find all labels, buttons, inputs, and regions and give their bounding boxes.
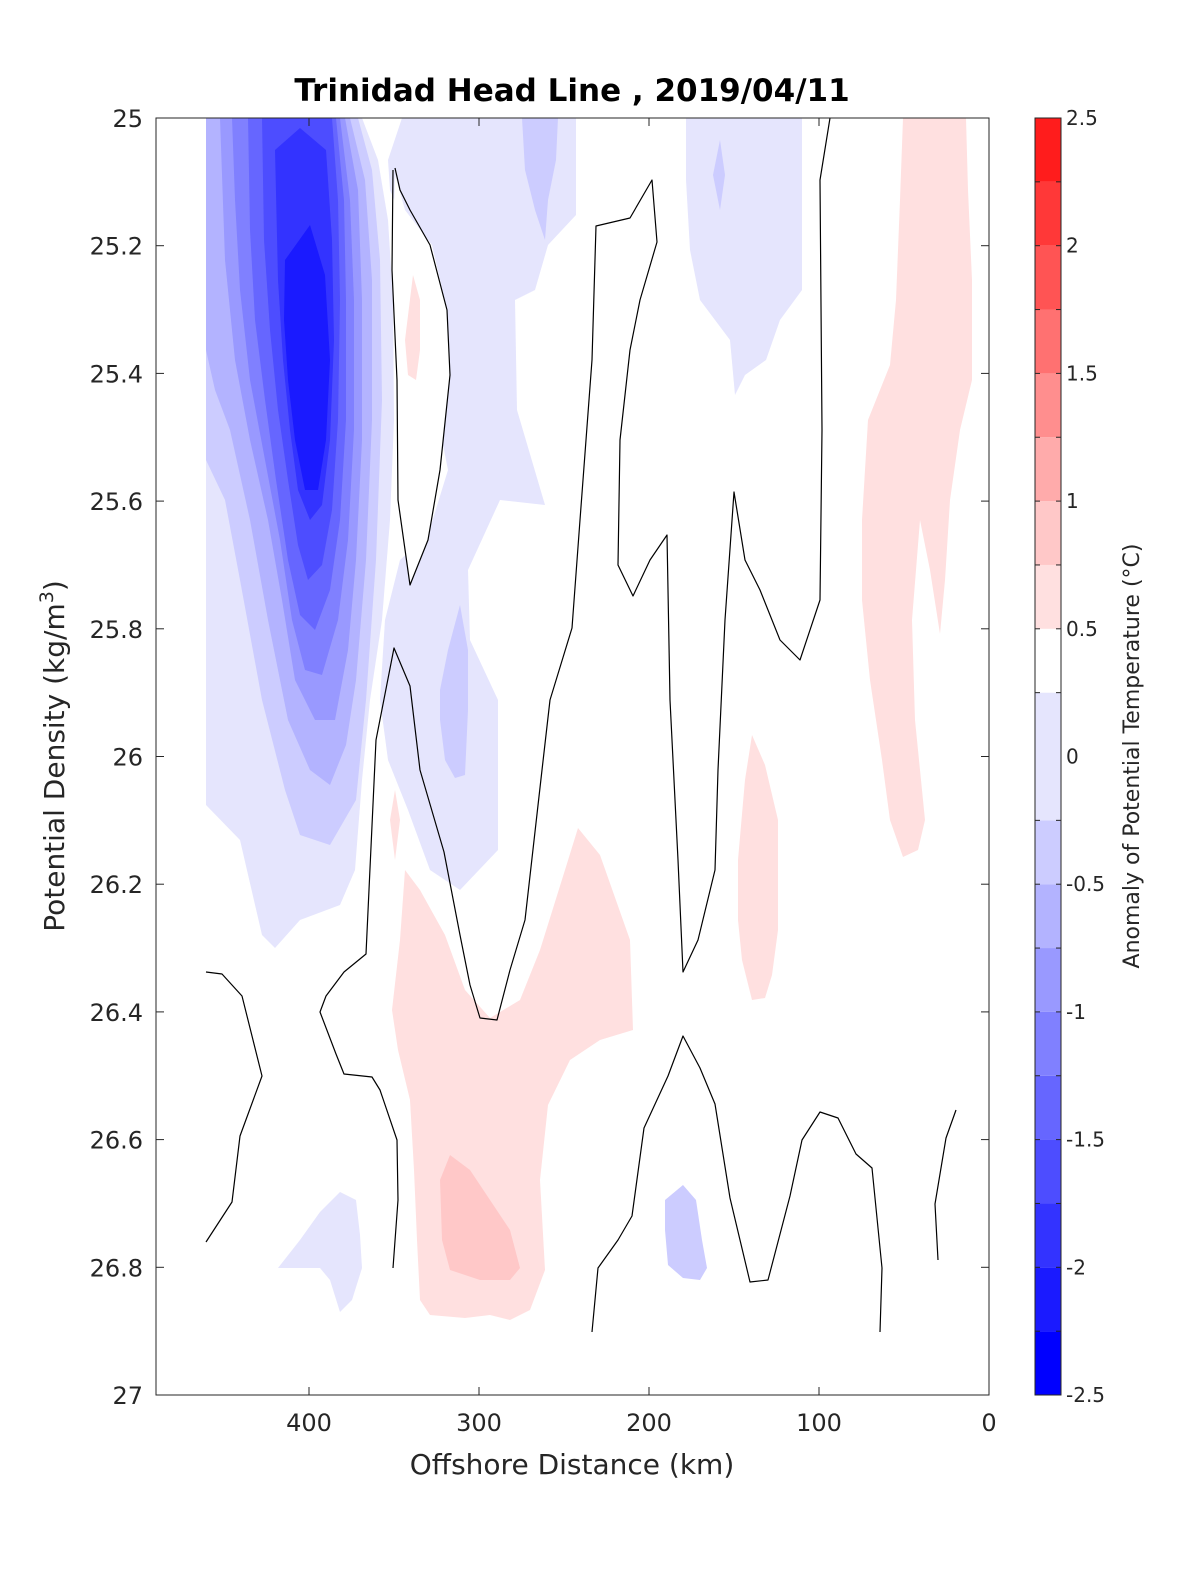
- colorbar-level-swatch: [1035, 1331, 1061, 1395]
- cold-top-spot-fill: [713, 140, 725, 210]
- colorbar-level-swatch: [1035, 501, 1061, 565]
- cold-top-strip-fill: [522, 118, 558, 240]
- y-tick-label: 25.4: [90, 360, 143, 388]
- y-tick-label: 26: [112, 744, 143, 772]
- colorbar-tick-label: -0.5: [1066, 872, 1105, 896]
- colorbar-level-swatch: [1035, 118, 1061, 182]
- y-axis-label-base: Potential Density (kg/m: [38, 603, 71, 932]
- y-tick-label: 26.8: [90, 1254, 143, 1282]
- y-tick-label: 25.2: [90, 233, 143, 261]
- zero-contour-4: [591, 1035, 883, 1333]
- coastal-warm-band-fill: [862, 118, 972, 857]
- zero-contour-2: [319, 118, 831, 1269]
- cold-lobe-fill: [440, 605, 468, 778]
- y-tick-label: 25.6: [90, 488, 143, 516]
- x-tick-label: 100: [796, 1409, 842, 1437]
- colorbar-tick-label: 0.5: [1066, 617, 1098, 641]
- x-tick-label: 300: [456, 1409, 502, 1437]
- colorbar-level-swatch: [1035, 1011, 1061, 1076]
- contour-fills: [206, 118, 972, 1320]
- warm-patch-fill: [738, 735, 778, 1000]
- zero-contour-lines: [205, 118, 957, 1333]
- colorbar-tick-label: -2: [1066, 1255, 1086, 1279]
- y-tick-label: 25.8: [90, 616, 143, 644]
- colorbar-level-swatch: [1035, 1139, 1061, 1204]
- y-axis-label-superscript: 3: [36, 591, 58, 603]
- colorbar-tick-label: 0: [1066, 745, 1079, 769]
- deep-cold-patch-1: [278, 1192, 362, 1312]
- y-axis-label-end: ): [38, 580, 71, 591]
- y-tick-label: 26.6: [90, 1127, 143, 1155]
- colorbar-level-swatch: [1035, 245, 1061, 310]
- cold-core-fill-9: [284, 225, 330, 490]
- y-tick-labels: 25 25.2 25.4 25.6 25.8 26 26.2 26.4 26.6 26.8 27: [90, 105, 143, 1410]
- y-tick-label: 27: [112, 1382, 143, 1410]
- colorbar-tick-label: -2.5: [1066, 1383, 1105, 1407]
- y-axis-label: Potential Density (kg/m3): [36, 580, 71, 932]
- colorbar-level-swatch: [1035, 820, 1061, 885]
- colorbar-level-swatch: [1035, 181, 1061, 246]
- colorbar-label: Anomaly of Potential Temperature (°C): [1120, 544, 1145, 969]
- colorbar-tick-label: 1.5: [1066, 361, 1098, 385]
- colorbar-level-swatch: [1035, 373, 1061, 438]
- colorbar-level-swatch: [1035, 1203, 1061, 1268]
- colorbar-level-swatch: [1035, 564, 1061, 629]
- zero-contour-3: [205, 971, 263, 1243]
- cold-tongue-hole: [392, 175, 450, 585]
- colorbar-tick-label: 2: [1066, 234, 1079, 258]
- colorbar-level-swatch: [1035, 692, 1061, 821]
- colorbar-tick-label: -1: [1066, 1000, 1086, 1024]
- colorbar-frame: [1034, 117, 1062, 1396]
- y-tick-label: 25: [112, 105, 143, 133]
- colorbar-level-swatch: [1035, 437, 1061, 502]
- x-tick-label: 0: [981, 1409, 996, 1437]
- warm-sliver-fill: [405, 275, 420, 380]
- axis-ticks: [156, 117, 990, 1396]
- colorbar-ticks: [1035, 117, 1061, 1396]
- colorbar-level-swatch: [1035, 309, 1061, 374]
- x-tick-label: 400: [286, 1409, 332, 1437]
- colorbar-level-swatch: [1035, 948, 1061, 1012]
- colorbar-tick-labels: 2.5 2 1.5 1 0.5 0 -0.5 -1 -1.5 -2 -2.5: [1066, 106, 1105, 1407]
- colorbar: [1035, 118, 1061, 1395]
- colorbar-level-swatch: [1035, 884, 1061, 949]
- x-tick-labels: 400 300 200 100 0: [286, 1409, 997, 1437]
- zero-contour-5: [934, 1109, 957, 1261]
- warm-core-fill: [440, 1155, 520, 1280]
- x-tick-label: 200: [626, 1409, 672, 1437]
- colorbar-level-swatch: [1035, 1267, 1061, 1332]
- deep-cold-patch-2: [665, 1185, 707, 1280]
- chart-title: Trinidad Head Line , 2019/04/11: [294, 73, 849, 109]
- zero-contour-1: [391, 167, 451, 586]
- colorbar-level-swatch: [1035, 1075, 1061, 1140]
- colorbar-tick-label: 1: [1066, 489, 1079, 513]
- cold-tongue-fill: [380, 118, 576, 890]
- y-tick-label: 26.2: [90, 871, 143, 899]
- colorbar-level-swatch: [1035, 628, 1061, 693]
- colorbar-tick-label: 2.5: [1066, 106, 1098, 130]
- colorbar-tick-label: -1.5: [1066, 1128, 1105, 1152]
- y-tick-label: 26.4: [90, 999, 143, 1027]
- cold-top-fill: [686, 118, 802, 395]
- warm-sliver-fill-2: [390, 790, 400, 860]
- x-axis-label: Offshore Distance (km): [410, 1448, 735, 1481]
